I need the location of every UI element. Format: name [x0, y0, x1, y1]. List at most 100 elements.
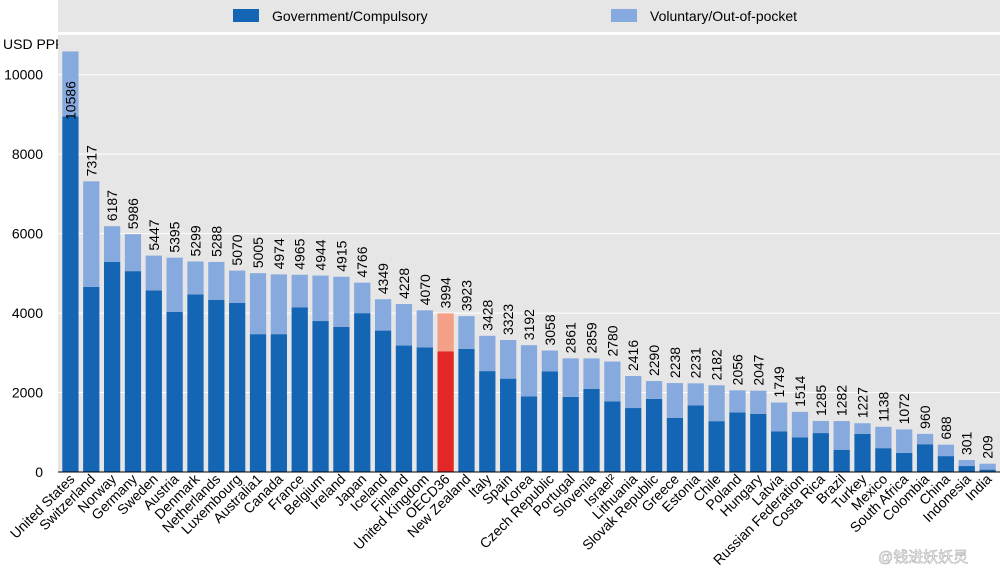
bar-value-label: 4915 [333, 240, 349, 271]
bar-voluntary [333, 276, 350, 327]
bar-government [354, 313, 371, 472]
bar-value-label: 1138 [875, 391, 891, 421]
bar-value-label: 960 [917, 405, 933, 429]
bar-government [416, 347, 433, 472]
bar-voluntary [729, 390, 746, 413]
bar-voluntary [249, 273, 267, 335]
bar-value-label: 10586 [62, 81, 78, 120]
bar-government [708, 421, 725, 472]
bar-value-label: 2861 [563, 322, 579, 353]
legend-swatch-government [233, 9, 259, 22]
bar-value-label: 7317 [83, 145, 99, 176]
bar-government [437, 351, 454, 472]
bar-government [249, 334, 267, 472]
bar-voluntary [583, 358, 600, 389]
bar-voluntary [458, 316, 475, 349]
bar-value-label: 3058 [542, 314, 558, 345]
bar-government [83, 286, 100, 472]
bar-value-label: 2047 [750, 354, 766, 385]
y-tick-label: 0 [35, 464, 43, 480]
bar-voluntary [124, 234, 142, 272]
bar-government [103, 261, 121, 472]
bar-government [291, 307, 308, 472]
bar-government [270, 334, 287, 472]
bar-value-label: 1072 [896, 393, 912, 424]
bar-government [166, 311, 183, 472]
bar-government [395, 345, 413, 472]
legend-label-voluntary: Voluntary/Out-of-pocket [650, 8, 797, 24]
bar-value-label: 4070 [417, 274, 433, 305]
bar-government [625, 408, 642, 472]
bar-government [333, 326, 350, 472]
watermark-text: @钱进妖妖灵 [878, 549, 968, 566]
bar-voluntary [854, 423, 871, 434]
bar-voluntary [145, 255, 162, 291]
bar-voluntary [791, 411, 809, 438]
bar-value-label: 5986 [125, 198, 141, 229]
bar-government [771, 431, 788, 472]
bar-government [458, 348, 475, 472]
y-tick-label: 8000 [12, 146, 43, 162]
bar-government [896, 452, 913, 472]
bar-value-label: 5005 [250, 237, 266, 268]
bar-value-label: 2056 [729, 354, 745, 385]
bar-voluntary [937, 444, 955, 457]
bar-voluntary [103, 226, 121, 262]
value-labels: 10586 7317 6187 5986 5447 5395 5299 5288 5070 500… [62, 81, 995, 459]
bar-voluntary [166, 257, 183, 312]
bar-government [729, 412, 746, 472]
bar-voluntary [625, 376, 642, 409]
bar-value-label: 2231 [688, 347, 704, 378]
bar-voluntary [374, 299, 392, 331]
bar-government [750, 413, 767, 472]
bar-government [645, 398, 663, 472]
bar-value-label: 4944 [313, 239, 329, 270]
bar-voluntary [916, 433, 934, 445]
bar-government [520, 396, 538, 472]
bar-voluntary [541, 350, 558, 372]
bar-government [500, 378, 517, 472]
bar-government [208, 299, 225, 472]
bar-voluntary [708, 385, 725, 422]
bar-voluntary [833, 421, 850, 450]
bar-voluntary [771, 402, 788, 432]
bar-value-label: 4766 [354, 246, 370, 277]
y-axis-unit-label: USD PPP [3, 36, 64, 52]
y-tick-label: 4000 [12, 305, 43, 321]
bar-government [374, 330, 392, 472]
bar-value-label: 2182 [709, 349, 725, 380]
bar-value-label: 4965 [292, 238, 308, 269]
bar-value-label: 2416 [625, 340, 641, 371]
bar-value-label: 3923 [458, 280, 474, 311]
bar-value-label: 3323 [500, 304, 516, 335]
bar-government [687, 405, 704, 472]
bar-voluntary [896, 429, 913, 453]
bar-voluntary [354, 282, 371, 314]
bar-government [312, 321, 329, 472]
bar-value-label: 688 [938, 416, 954, 440]
bar-government [854, 433, 871, 472]
bar-value-label: 2290 [646, 345, 662, 376]
bar-voluntary [62, 51, 79, 117]
bar-voluntary [312, 275, 329, 322]
bar-value-label: 6187 [104, 190, 120, 221]
bar-voluntary [520, 345, 538, 397]
bar-value-label: 1514 [792, 375, 808, 406]
bar-value-label: 5288 [208, 226, 224, 257]
bar-government [145, 290, 162, 472]
bar-voluntary [229, 270, 246, 304]
bar-value-label: 209 [980, 435, 996, 459]
bar-voluntary [687, 383, 704, 406]
bar-value-label: 5299 [187, 225, 203, 256]
y-axis-ticks: 0 2000 4000 6000 8000 10000 [4, 67, 43, 480]
bar-value-label: 2780 [604, 325, 620, 356]
bar-government [124, 271, 142, 472]
bar-value-label: 3428 [479, 299, 495, 330]
bar-government [562, 396, 579, 472]
bar-voluntary [645, 381, 663, 399]
bar-voluntary [479, 335, 496, 372]
bar-government [833, 449, 850, 472]
bar-voluntary [979, 463, 996, 470]
bar-value-label: 4349 [375, 263, 391, 294]
